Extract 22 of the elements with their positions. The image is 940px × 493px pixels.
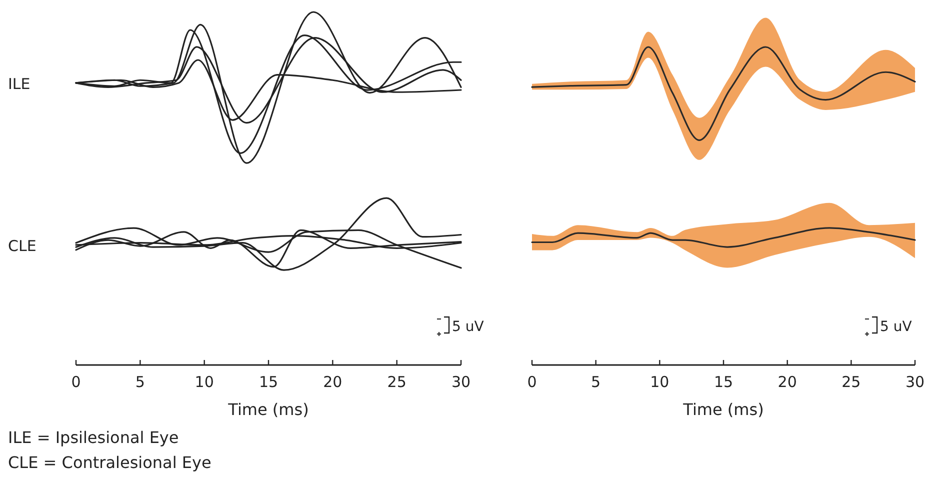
- x-tick-label: 25: [387, 373, 406, 391]
- x-tick-label: 25: [842, 373, 861, 391]
- x-tick-label: 15: [714, 373, 734, 391]
- text: CLE: [8, 237, 36, 255]
- x-axis-title: Time (ms): [682, 400, 764, 419]
- text: ILE: [8, 75, 30, 93]
- annotation: 5 uV: [880, 319, 912, 335]
- x-tick-label: 20: [323, 373, 342, 391]
- annotation: 5 uV: [452, 319, 484, 335]
- x-tick-label: 15: [258, 373, 278, 391]
- x-tick-label: 30: [905, 373, 925, 391]
- x-tick-label: 0: [71, 373, 81, 391]
- x-tick-label: 10: [194, 373, 214, 391]
- x-tick-label: 30: [451, 373, 471, 391]
- x-axis-title: Time (ms): [227, 400, 309, 419]
- x-tick-label: 5: [135, 373, 145, 391]
- text: ILE = Ipsilesional Eye: [8, 428, 179, 447]
- x-tick-label: 5: [591, 373, 601, 391]
- x-tick-label: 10: [650, 373, 670, 391]
- x-tick-label: 20: [778, 373, 797, 391]
- text: CLE = Contralesional Eye: [8, 453, 212, 472]
- x-tick-label: 0: [527, 373, 537, 391]
